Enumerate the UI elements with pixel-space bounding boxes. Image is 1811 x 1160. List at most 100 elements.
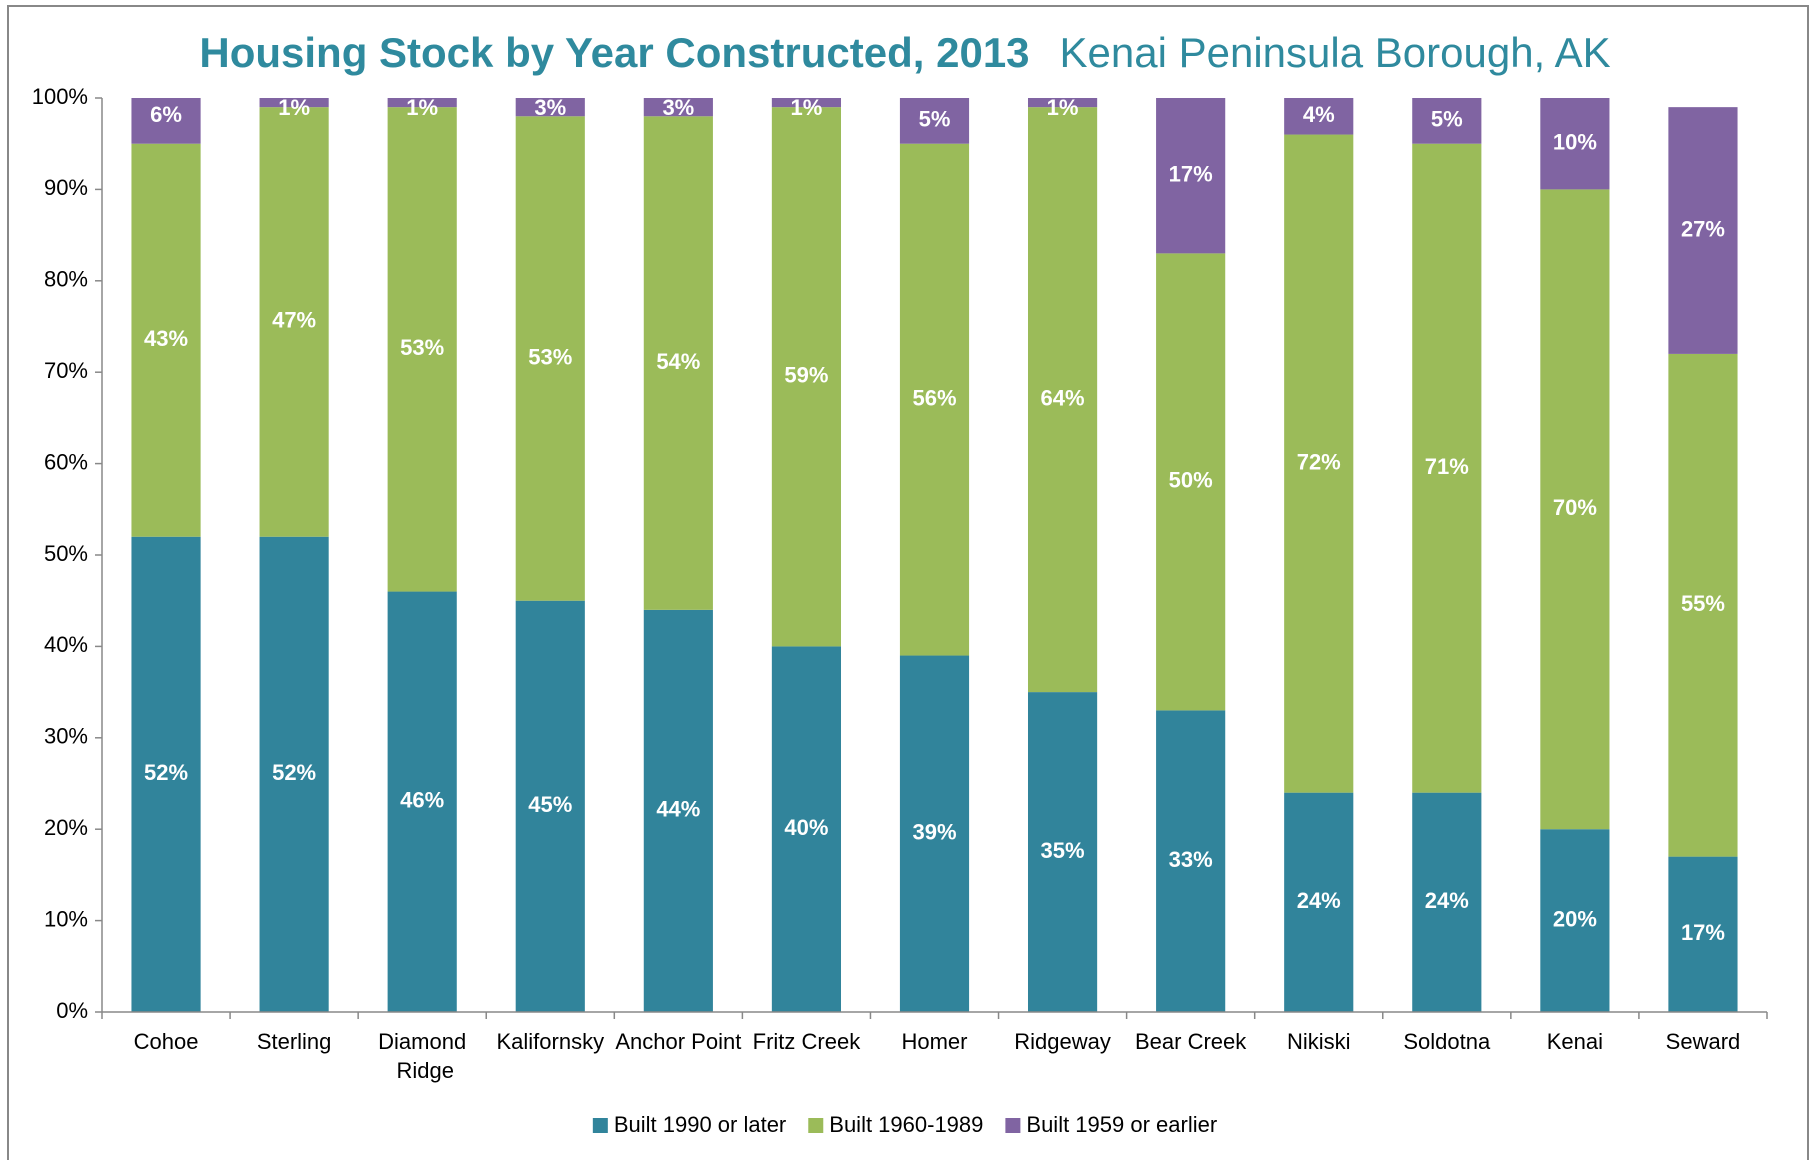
data-label: 53% xyxy=(528,344,572,369)
bar-segment xyxy=(899,655,970,1012)
bar-segment xyxy=(1412,792,1482,1012)
y-tick-label: 30% xyxy=(44,724,88,749)
bar-segment xyxy=(643,116,713,610)
x-tick-label: Anchor Point xyxy=(615,1029,741,1054)
data-label: 1% xyxy=(278,95,310,120)
legend-swatch xyxy=(1005,1118,1021,1133)
y-tick-label: 60% xyxy=(44,449,88,474)
bar-segment xyxy=(1156,253,1226,711)
data-label: 52% xyxy=(144,760,188,785)
y-tick-label: 80% xyxy=(44,267,88,292)
bar-segment xyxy=(771,646,842,1012)
legend-swatch xyxy=(808,1118,824,1133)
data-label: 64% xyxy=(1041,385,1085,410)
x-tick-label: Cohoe xyxy=(134,1029,199,1054)
bar-segment xyxy=(1668,353,1738,857)
bar-segment xyxy=(1412,143,1482,793)
y-tick-label: 50% xyxy=(44,541,88,566)
data-label: 35% xyxy=(1041,838,1085,863)
bar-segment xyxy=(1412,98,1482,144)
data-label: 52% xyxy=(272,760,316,785)
bar-segment xyxy=(643,98,713,117)
data-label: 5% xyxy=(1431,107,1463,132)
data-label: 71% xyxy=(1425,454,1469,479)
bar-segment xyxy=(1027,692,1098,1012)
x-tick-label: Kenai xyxy=(1547,1029,1603,1054)
data-label: 39% xyxy=(912,820,956,845)
legend-label: Built 1959 or earlier xyxy=(1026,1112,1217,1137)
bar-segment xyxy=(515,98,585,117)
data-label: 55% xyxy=(1681,591,1725,616)
x-tick-label: Kalifornsky xyxy=(496,1029,604,1054)
data-label: 1% xyxy=(1047,95,1079,120)
x-tick-label: Soldotna xyxy=(1403,1029,1491,1054)
bar-segment xyxy=(1027,98,1098,108)
x-tick-label: Homer xyxy=(901,1029,967,1054)
bar-segment xyxy=(1156,710,1226,1012)
bar-segment xyxy=(515,600,585,1012)
bar-segment xyxy=(1668,107,1738,354)
y-tick-label: 70% xyxy=(44,358,88,383)
data-label: 47% xyxy=(272,308,316,333)
data-labels: 52% 43% 6% 52% 47% 1% 46% 53% 1% 45% 53% 3% 44% 54% 3%… xyxy=(144,95,1725,945)
data-label: 43% xyxy=(144,326,188,351)
y-tick-label: 90% xyxy=(44,175,88,200)
x-tick-label: Bear Creek xyxy=(1135,1029,1247,1054)
legend-label: Built 1960-1989 xyxy=(829,1112,983,1137)
data-label: 44% xyxy=(656,797,700,822)
data-label: 5% xyxy=(919,107,951,132)
data-label: 20% xyxy=(1553,906,1597,931)
data-label: 1% xyxy=(791,95,823,120)
bar-segment xyxy=(1156,98,1226,254)
data-label: 72% xyxy=(1297,449,1341,474)
bar-segment xyxy=(259,98,329,108)
data-label: 6% xyxy=(150,102,182,127)
bar-segment xyxy=(131,536,201,1012)
y-tick-label: 20% xyxy=(44,815,88,840)
bar-segment xyxy=(1284,134,1354,793)
bars xyxy=(131,98,1738,1012)
x-tick-label: Seward xyxy=(1666,1029,1741,1054)
x-tick-label: Fritz Creek xyxy=(753,1029,862,1054)
bar-segment xyxy=(1284,792,1354,1012)
data-label: 27% xyxy=(1681,216,1725,241)
bar-segment xyxy=(387,98,457,108)
y-tick-label: 10% xyxy=(44,906,88,931)
data-label: 1% xyxy=(406,95,438,120)
bar-segment xyxy=(259,536,329,1012)
x-tick-label: Diamond Ridge xyxy=(378,1029,466,1083)
bar-segment xyxy=(1668,856,1738,1012)
bar-segment xyxy=(771,107,842,647)
data-label: 3% xyxy=(534,95,566,120)
bar-segment xyxy=(899,143,970,656)
bar-segment xyxy=(1284,98,1354,135)
x-tick-label: Nikiski xyxy=(1287,1029,1351,1054)
data-label: 10% xyxy=(1553,130,1597,155)
legend-swatch xyxy=(592,1118,608,1133)
bar-segment xyxy=(899,98,970,144)
legend-label: Built 1990 or later xyxy=(614,1112,786,1137)
bar-segment xyxy=(131,143,201,537)
y-tick-label: 40% xyxy=(44,632,88,657)
bar-segment xyxy=(1540,829,1610,1012)
data-label: 24% xyxy=(1425,888,1469,913)
data-label: 70% xyxy=(1553,495,1597,520)
chart-subtitle: Kenai Peninsula Borough, AK xyxy=(1060,29,1611,76)
data-label: 17% xyxy=(1169,162,1213,187)
data-label: 24% xyxy=(1297,888,1341,913)
x-tick-label: Ridgeway xyxy=(1014,1029,1111,1054)
data-label: 53% xyxy=(400,335,444,360)
data-label: 56% xyxy=(912,385,956,410)
x-tick-label: Sterling xyxy=(257,1029,332,1054)
bar-segment xyxy=(515,116,585,601)
bar-segment xyxy=(1540,189,1610,830)
data-label: 45% xyxy=(528,792,572,817)
bar-segment xyxy=(1540,98,1610,190)
bar-segment xyxy=(771,98,842,108)
bar-segment xyxy=(387,107,457,592)
data-label: 17% xyxy=(1681,920,1725,945)
data-label: 59% xyxy=(784,363,828,388)
data-label: 4% xyxy=(1303,102,1335,127)
data-label: 54% xyxy=(656,349,700,374)
